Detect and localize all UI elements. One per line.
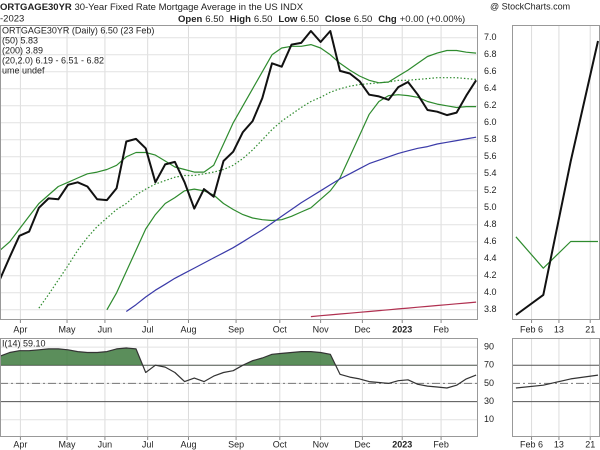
y-tick-label: 6.4 — [484, 83, 497, 93]
x-tick-label: Feb — [433, 439, 449, 449]
x-tick-label: Jun — [98, 439, 113, 449]
y-tick-label: 5.4 — [484, 168, 497, 178]
quote: Open 6.50 High 6.50 Low 6.50 Close 6.50 Chg +0.00… — [178, 14, 465, 25]
y-tick-label: 5.2 — [484, 185, 497, 195]
x-tick-label: 13 — [554, 324, 564, 334]
series-line — [310, 301, 477, 318]
y-tick-label: 6.2 — [484, 100, 497, 110]
y-tick-label: 6.6 — [484, 66, 497, 76]
panel-frame — [0, 25, 478, 320]
x-tick-label: 2023 — [392, 324, 412, 334]
quote-value: 6.50 — [300, 14, 319, 25]
x-tick-label: Feb 6 — [520, 324, 543, 334]
x-tick-label: 2023 — [392, 439, 412, 449]
x-tick-label: May — [59, 324, 77, 334]
x-tick-label: Apr — [13, 439, 27, 449]
series-line — [125, 136, 477, 312]
x-tick-label: Feb 6 — [520, 439, 543, 449]
x-tick-label: Aug — [180, 324, 196, 334]
quote-label: Close — [325, 14, 351, 25]
x-tick-label: 21 — [585, 439, 595, 449]
series-line — [515, 374, 599, 389]
x-tick-label: Nov — [313, 324, 330, 334]
y-tick-label: 30 — [484, 396, 494, 406]
x-tick-label: May — [59, 439, 77, 449]
header-title: ORTGAGE30YR 30-Year Fixed Rate Mortgage … — [0, 2, 304, 13]
quote-value: 6.50 — [254, 14, 273, 25]
x-tick-label: 13 — [554, 439, 564, 449]
y-tick-label: 90 — [484, 341, 494, 351]
plot-area — [0, 338, 478, 437]
symbol: ORTGAGE30YR — [0, 2, 72, 13]
series-line — [515, 40, 599, 316]
series-line — [0, 44, 477, 251]
y-tick-label: 5.8 — [484, 134, 497, 144]
quote-label: Open — [178, 14, 202, 25]
x-tick-label: Aug — [180, 439, 196, 449]
y-tick-label: 4.2 — [484, 270, 497, 280]
date: -2023 — [0, 14, 24, 25]
plot-area — [515, 25, 599, 320]
x-tick-label: Apr — [13, 324, 27, 334]
y-tick-label: 4.8 — [484, 219, 497, 229]
x-tick-label: Nov — [313, 439, 330, 449]
plot-area — [512, 338, 600, 437]
quote-value: 6.50 — [205, 14, 224, 25]
plot-area — [0, 25, 478, 320]
x-tick-label: Dec — [354, 324, 371, 334]
quote-label: Low — [278, 14, 298, 25]
y-tick-label: 4.6 — [484, 236, 497, 246]
y-tick-label: 4.4 — [484, 253, 497, 263]
series-line — [106, 94, 477, 311]
series-line — [38, 77, 477, 309]
x-tick-label: Feb — [433, 324, 449, 334]
panel-title: I(14) 59.10 — [2, 338, 46, 348]
y-tick-label: 50 — [484, 378, 494, 388]
quote-label: Chg — [378, 14, 397, 25]
series-line — [515, 236, 598, 269]
security-name: 30-Year Fixed Rate Mortgage Average in t… — [74, 2, 277, 13]
y-tick-label: 10 — [484, 414, 494, 424]
quote-value: 6.50 — [354, 14, 373, 25]
legend-entry: (200) 3.89 — [2, 45, 43, 55]
x-tick-label: 21 — [585, 324, 595, 334]
y-tick-label: 3.8 — [484, 304, 497, 314]
y-tick-label: 6.0 — [484, 117, 497, 127]
y-tick-label: 5.0 — [484, 202, 497, 212]
y-tick-label: 5.6 — [484, 151, 497, 161]
panel-frame — [0, 338, 478, 437]
x-tick-label: Jul — [142, 324, 154, 334]
y-tick-label: 6.8 — [484, 49, 497, 59]
series-line — [0, 347, 477, 389]
legend-entry: (20,2.0) 6.19 - 6.51 - 6.82 — [2, 55, 104, 65]
x-tick-label: Oct — [273, 324, 288, 334]
x-tick-label: Sep — [228, 439, 244, 449]
exchange: INDX — [280, 2, 303, 13]
legend-entry: (50) 5.83 — [2, 35, 38, 45]
legend-note: ume undef — [2, 65, 45, 75]
x-tick-label: Jul — [142, 439, 154, 449]
quote-value: +0.00 (+0.00%) — [400, 14, 466, 25]
x-tick-label: Dec — [354, 439, 371, 449]
x-tick-label: Jun — [98, 324, 113, 334]
x-tick-label: Sep — [228, 324, 244, 334]
y-tick-label: 4.0 — [484, 287, 497, 297]
series-line — [0, 30, 477, 280]
x-tick-label: Oct — [273, 439, 288, 449]
y-tick-label: 70 — [484, 360, 494, 370]
source: @ StockCharts.com — [490, 1, 570, 11]
quote-label: High — [230, 14, 251, 25]
legend-entry: ORTGAGE30YR (Daily) 6.50 (23 Feb) — [2, 25, 154, 35]
y-tick-label: 7.0 — [484, 32, 497, 42]
